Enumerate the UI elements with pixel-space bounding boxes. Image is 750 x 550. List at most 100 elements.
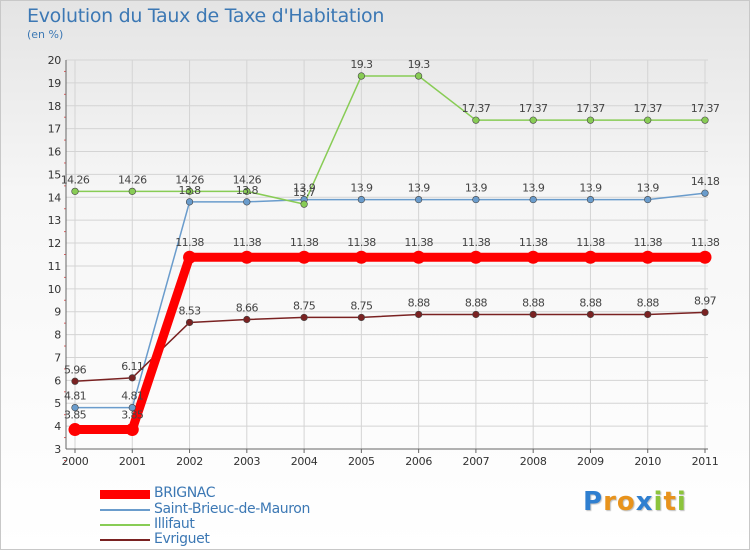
logo-letter: x <box>635 487 654 517</box>
data-label: 8.75 <box>293 299 316 312</box>
y-tick-label: 8 <box>54 329 61 342</box>
y-tick-label: 17 <box>48 123 62 136</box>
data-point <box>412 250 426 264</box>
data-point <box>357 313 365 322</box>
data-point <box>701 116 709 124</box>
data-label: 8.53 <box>178 304 201 317</box>
data-point <box>125 423 139 437</box>
data-label: 11.38 <box>175 236 204 249</box>
data-point <box>526 250 540 264</box>
data-label: 6.11 <box>121 360 143 373</box>
series-lines <box>70 75 710 435</box>
data-point <box>300 313 308 322</box>
data-label: 8.88 <box>465 296 488 309</box>
x-tick-label: 2003 <box>233 455 260 468</box>
logo-letter: P <box>583 487 604 517</box>
data-point <box>472 116 480 124</box>
y-tick-label: 13 <box>48 214 62 227</box>
data-point <box>128 403 136 412</box>
data-point <box>185 187 194 195</box>
series-line-2 <box>74 75 706 205</box>
y-tick-label: 11 <box>48 260 61 273</box>
data-label: 5.96 <box>64 363 87 376</box>
data-point <box>243 315 251 324</box>
data-label: 14.18 <box>691 175 720 188</box>
data-point <box>185 198 194 206</box>
data-label: 11.38 <box>347 236 376 249</box>
data-label: 13.9 <box>350 182 373 195</box>
data-point <box>415 310 423 319</box>
y-tick-label: 9 <box>54 306 61 319</box>
data-label: 13.9 <box>408 182 431 195</box>
x-tick-label: 2011 <box>692 455 719 468</box>
data-label: 13.8 <box>178 184 201 197</box>
data-point <box>243 198 251 206</box>
data-label: 13.9 <box>293 182 316 195</box>
legend-swatch <box>100 524 150 526</box>
y-tick-label: 19 <box>48 77 62 90</box>
data-label: 17.37 <box>633 102 662 115</box>
x-tick-label: 2010 <box>634 455 661 468</box>
data-point <box>644 195 652 204</box>
x-tick-label: 2008 <box>520 455 547 468</box>
y-tick-label: 15 <box>48 168 62 181</box>
data-point <box>357 72 365 80</box>
data-label: 11.38 <box>290 236 319 249</box>
y-tick-label: 12 <box>48 237 61 250</box>
data-label: 19.3 <box>350 58 373 71</box>
y-tick-label: 5 <box>54 397 61 410</box>
data-label: 13.8 <box>236 184 259 197</box>
series-line-1 <box>74 192 706 409</box>
data-point <box>472 195 480 204</box>
y-tick-label: 4 <box>54 420 61 433</box>
y-tick-label: 3 <box>54 443 61 456</box>
data-label: 13.7 <box>293 186 316 199</box>
data-label: 11.38 <box>633 236 662 249</box>
series-points <box>68 72 712 437</box>
data-label: 11.38 <box>519 236 548 249</box>
chart-title: Evolution du Taux de Taxe d'Habitation <box>27 5 385 27</box>
logo-letter: i <box>653 487 664 517</box>
data-point <box>644 116 652 124</box>
data-point <box>183 250 197 264</box>
legend-swatch <box>100 490 150 499</box>
data-point <box>243 187 251 195</box>
data-label: 13.9 <box>522 182 545 195</box>
data-label: 8.88 <box>637 296 660 309</box>
y-tick-label: 14 <box>48 191 62 204</box>
data-label: 14.26 <box>175 173 204 186</box>
data-point <box>586 310 595 319</box>
y-tick-label: 16 <box>48 146 62 159</box>
data-label: 11.38 <box>233 236 262 249</box>
data-point <box>240 250 254 264</box>
x-tick-label: 2009 <box>577 455 604 468</box>
data-label: 11.38 <box>691 236 720 249</box>
data-label: 8.97 <box>694 294 717 307</box>
data-label: 14.26 <box>233 173 262 186</box>
data-label: 4.81 <box>121 390 143 403</box>
data-point <box>415 195 423 204</box>
data-labels: 4.81 4.81 13.8 13.8 13.9 13.9 13.9 13.9 13.9 13.9… <box>61 58 721 422</box>
series-line-0 <box>70 252 710 435</box>
legend-swatch <box>100 539 150 541</box>
data-point <box>586 195 595 204</box>
data-point <box>357 195 365 204</box>
axes: 3 4 5 6 7 8 9 10 11 12 13 14 15 16 17 18 19 20 2000 2001 200… <box>48 54 719 468</box>
data-point <box>128 374 136 382</box>
y-tick-label: 20 <box>48 54 62 67</box>
logo-letter: r <box>603 487 617 517</box>
legend-label: Saint-Brieuc-de-Mauron <box>154 501 310 517</box>
x-tick-label: 2005 <box>348 455 375 468</box>
data-label: 14.26 <box>118 173 147 186</box>
data-point <box>71 187 79 195</box>
x-tick-label: 2006 <box>405 455 432 468</box>
data-point <box>641 250 655 264</box>
y-tick-label: 6 <box>54 374 61 387</box>
data-label: 4.81 <box>64 390 86 403</box>
data-label: 8.66 <box>236 301 259 314</box>
data-label: 17.37 <box>576 102 605 115</box>
data-label: 13.9 <box>637 182 660 195</box>
data-label: 11.38 <box>462 236 491 249</box>
logo-letter: t <box>663 487 677 517</box>
